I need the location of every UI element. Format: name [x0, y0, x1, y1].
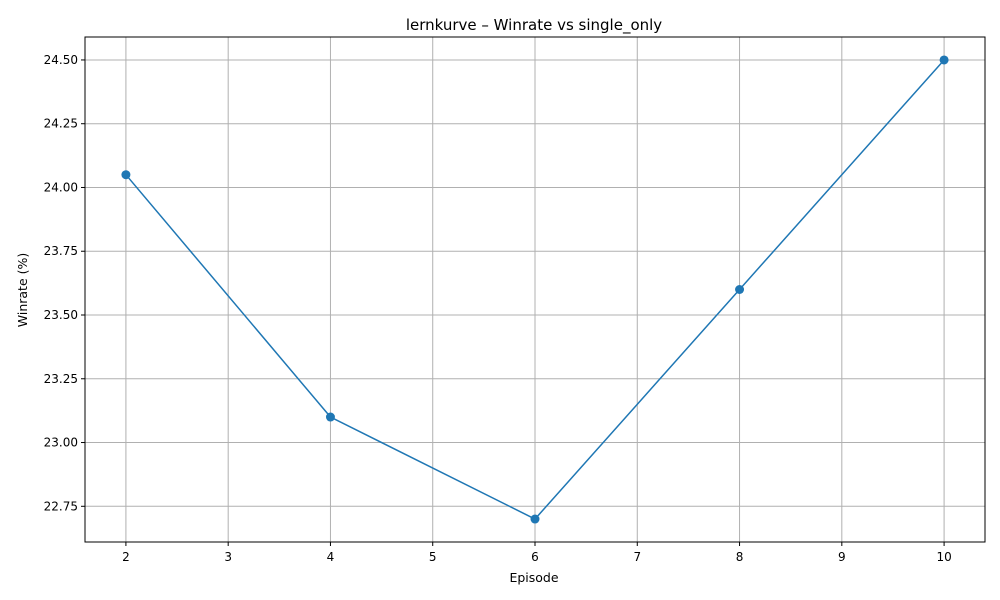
data-point — [325, 412, 335, 422]
y-tick-label: 23.75 — [44, 244, 78, 258]
chart-title: lernkurve – Winrate vs single_only — [406, 16, 662, 35]
x-tick-label: 10 — [936, 550, 951, 564]
x-tick-label: 7 — [633, 550, 641, 564]
x-tick-label: 4 — [327, 550, 335, 564]
y-tick-label: 23.00 — [44, 436, 78, 450]
y-tick-label: 24.50 — [44, 53, 78, 67]
y-tick-label: 24.00 — [44, 180, 78, 194]
data-series — [121, 55, 949, 524]
y-tick-label: 22.75 — [44, 499, 78, 513]
y-tick-label: 23.50 — [44, 308, 78, 322]
x-tick-label: 6 — [531, 550, 539, 564]
y-axis-label: Winrate (%) — [15, 253, 30, 327]
y-tick-label: 23.25 — [44, 372, 78, 386]
data-point — [121, 170, 131, 180]
x-tick-label: 8 — [736, 550, 744, 564]
data-point — [530, 514, 540, 524]
x-tick-label: 5 — [429, 550, 437, 564]
x-tick-label: 2 — [122, 550, 130, 564]
data-point — [939, 55, 949, 65]
axis-ticks: 2 3 4 5 6 7 8 9 10 22.75 23.00 23.25 23.50 23.75 24.00… — [44, 53, 952, 564]
grid-lines — [85, 37, 985, 542]
y-tick-label: 24.25 — [44, 117, 78, 131]
x-tick-label: 3 — [224, 550, 232, 564]
x-axis-label: Episode — [509, 570, 558, 585]
x-tick-label: 9 — [838, 550, 846, 564]
data-point — [735, 285, 745, 294]
